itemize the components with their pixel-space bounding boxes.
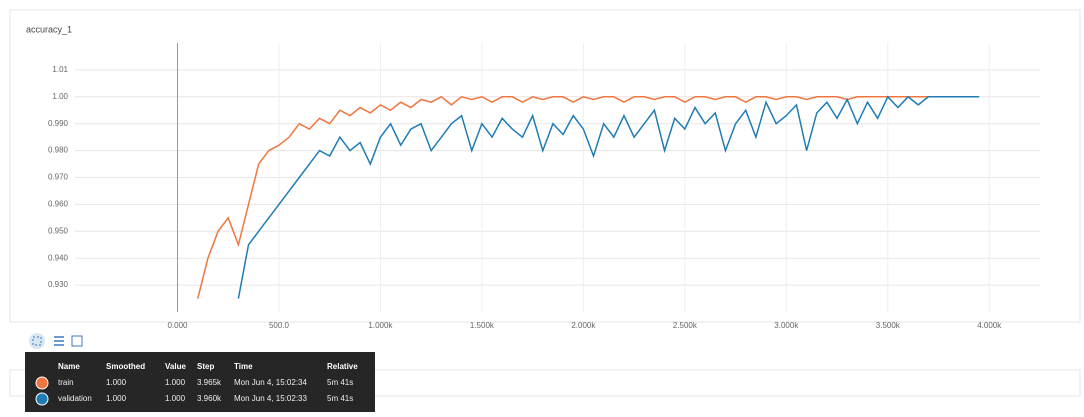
y-tick-label: 1.00 [52,92,68,101]
y-tick-label: 0.960 [48,200,69,209]
tooltip-header: Value [165,362,186,371]
y-tick-label: 0.980 [48,146,69,155]
tooltip-cell: 5m 41s [327,378,353,387]
toolbar [29,333,83,349]
y-tick-label: 0.940 [48,253,69,262]
x-tick-label: 0.000 [167,321,188,330]
expand-icon[interactable] [71,335,83,347]
y-tick-label: 1.01 [52,65,68,74]
tooltip [25,352,375,412]
x-tick-label: 3.500k [876,321,901,330]
tooltip-header: Time [234,362,253,371]
list-icon[interactable] [54,336,64,346]
x-tick-label: 2.000k [571,321,596,330]
chart-title: accuracy_1 [26,24,72,34]
y-tick-label: 0.970 [48,173,69,182]
tooltip-cell: 3.960k [197,394,222,403]
tooltip-cell: train [58,378,74,387]
x-tick-label: 1.500k [470,321,495,330]
tooltip-cell: Mon Jun 4, 15:02:33 [234,394,307,403]
x-tick-label: 4.000k [977,321,1002,330]
tooltip-cell: 5m 41s [327,394,353,403]
x-tick-label: 1.000k [368,321,393,330]
tooltip-cell: 1.000 [106,394,127,403]
tooltip-header: Name [58,362,80,371]
tooltip-cell: 3.965k [197,378,222,387]
tooltip-header: Step [197,362,214,371]
tooltip-cell: 1.000 [165,394,186,403]
fit-icon[interactable] [32,336,42,346]
x-tick-label: 3.000k [774,321,799,330]
fit-icon-bg [29,333,45,349]
tooltip-cell: Mon Jun 4, 15:02:34 [234,378,307,387]
tooltip-cell: 1.000 [165,378,186,387]
tooltip-header: Smoothed [106,362,145,371]
y-tick-label: 0.950 [48,226,69,235]
y-tick-label: 0.990 [48,119,69,128]
card [9,9,1081,323]
series-line [197,95,980,299]
tooltip-cell: 1.000 [106,378,127,387]
tooltip-header: Relative [327,362,358,371]
y-tick-label: 0.930 [48,280,69,289]
x-tick-label: 500.0 [269,321,290,330]
x-tick-label: 2.500k [673,321,698,330]
tooltip-cell: validation [58,394,92,403]
series-line [237,95,980,299]
legend-swatch [35,392,49,406]
legend-swatch [35,376,49,390]
